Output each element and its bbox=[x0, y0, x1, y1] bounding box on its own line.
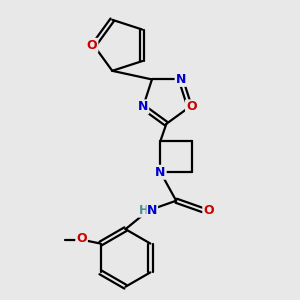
Text: N: N bbox=[147, 204, 158, 217]
Text: O: O bbox=[186, 100, 196, 113]
Text: O: O bbox=[203, 204, 214, 217]
Text: H: H bbox=[139, 204, 148, 217]
Text: N: N bbox=[138, 100, 148, 113]
Text: N: N bbox=[155, 166, 166, 179]
Text: N: N bbox=[176, 73, 186, 86]
Text: O: O bbox=[87, 39, 98, 52]
Text: O: O bbox=[76, 232, 87, 244]
